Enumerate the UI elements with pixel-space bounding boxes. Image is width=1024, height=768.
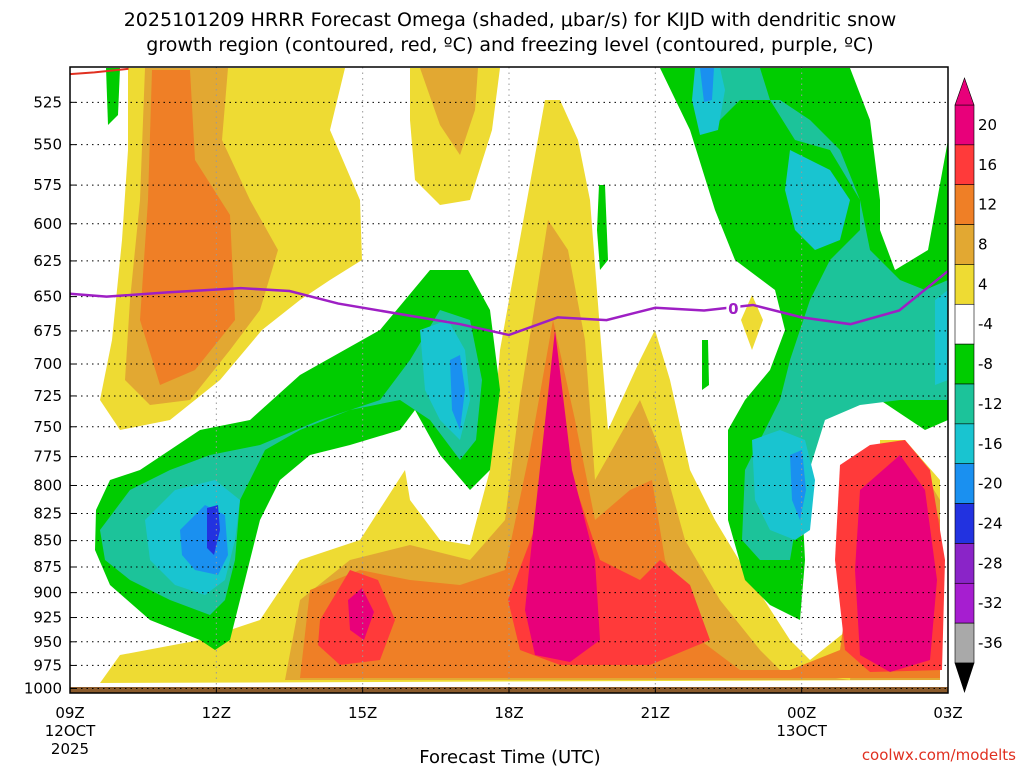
y-tick-label: 525 [33,93,62,111]
y-tick-label: 825 [33,504,62,522]
colorbar-label: 8 [978,236,988,254]
y-tick-label: 950 [33,633,62,651]
x-tick-label: 12Z [202,704,231,722]
omega-region-m16-m20 [700,68,714,102]
omega-region-m4-m8 [597,185,608,270]
x-tick-label: 18Z [494,704,523,722]
omega-region-8-12 [420,68,478,155]
x-tick-date: 13OCT [776,722,827,740]
y-tick-label: 975 [33,656,62,674]
omega-region-m8-m12 [695,68,948,560]
colorbar-bin [954,543,975,584]
y-tick-label: 550 [33,136,62,154]
omega-region-m12-m16 [692,68,725,135]
omega-region-12-16 [300,320,940,678]
y-tick-label: 850 [33,532,62,550]
x-tick-label: 00Z [787,704,816,722]
colorbar-bin [954,184,975,225]
chart-title-line1: 2025101209 HRRR Forecast Omega (shaded, … [124,9,897,31]
y-tick-label: 650 [33,288,62,306]
omega-shading [70,68,948,693]
omega-region-m12-m16 [935,290,948,385]
colorbar-label: -36 [978,634,1003,652]
omega-region-gt-20 [855,455,937,672]
omega-region-8-12 [285,220,940,680]
colorbar-label: -4 [978,315,993,333]
colorbar-label: -8 [978,355,993,373]
freezing-level-label: 0 [728,300,738,318]
y-axis: 525 550 575 600 625 650 675 700 725 750 775 800 825 8… [24,93,76,697]
colorbar-bin [954,582,975,624]
colorbar-bin [954,224,975,265]
freezing-level-line [69,270,949,337]
omega-region-m4-m8 [106,68,120,125]
chart-title-line2: growth region (contoured, red, ºC) and f… [146,34,873,56]
omega-region-12-16 [140,70,235,385]
colorbar-label: -28 [978,554,1003,572]
colorbar-label: 20 [978,116,997,134]
colorbar: 20 16 12 8 4 -4 -8 -12 -16 -20 -24 -28 -32 -36 [954,77,1003,693]
y-tick-label: 750 [33,418,62,436]
omega-region-4-8 [741,295,763,350]
x-tick-label: 09Z [55,704,84,722]
colorbar-bin [954,383,975,425]
colorbar-bin [954,144,975,186]
y-tick-label: 575 [33,176,62,194]
x-tick-date: 12OCT [45,722,96,740]
y-tick-label: 1000 [24,679,62,697]
colorbar-label: -32 [978,594,1003,612]
colorbar-bin [954,423,975,465]
y-tick-label: 900 [33,584,62,602]
colorbar-label: 12 [978,196,997,214]
y-tick-label: 600 [33,215,62,233]
colorbar-bottom-arrow [954,662,975,693]
colorbar-label: -16 [978,435,1003,453]
y-tick-label: 800 [33,476,62,494]
colorbar-label: 4 [978,275,988,293]
colorbar-label: -12 [978,395,1003,413]
y-tick-label: 875 [33,558,62,576]
colorbar-bin [954,503,975,544]
colorbar-bin [954,264,975,305]
contour-lines: 0 [69,67,949,337]
x-tick-year: 2025 [51,740,89,758]
colorbar-bin [954,303,975,345]
colorbar-top-arrow [954,77,975,106]
x-axis-label: Forecast Time (UTC) [419,747,600,768]
omega-region-m12-m16 [785,150,850,250]
y-tick-label: 675 [33,322,62,340]
colorbar-bin [954,104,975,146]
omega-region-gt-20 [348,588,374,640]
credit-link[interactable]: coolwx.com/modelts [862,746,1016,764]
omega-region-m4-m8 [702,340,709,390]
x-tick-label: 03Z [933,704,962,722]
y-tick-label: 775 [33,448,62,466]
x-tick-label: 21Z [641,704,670,722]
y-tick-label: 725 [33,387,62,405]
y-tick-label: 925 [33,609,62,627]
freezing-level-label-bg [726,301,741,318]
colorbar-label: -24 [978,515,1003,533]
colorbar-label: 16 [978,156,997,174]
omega-region-gt-20 [525,330,600,662]
colorbar-label: -20 [978,475,1003,493]
colorbar-bin [954,463,975,504]
dendritic-growth-contour [69,67,129,76]
omega-region-m16-m20 [450,355,465,430]
colorbar-bin [954,343,975,385]
y-tick-label: 700 [33,355,62,373]
omega-region-4-8 [100,100,940,683]
y-tick-label: 625 [33,252,62,270]
colorbar-bin [954,622,975,664]
x-tick-label: 15Z [348,704,377,722]
omega-region-m20-m24 [207,505,220,555]
